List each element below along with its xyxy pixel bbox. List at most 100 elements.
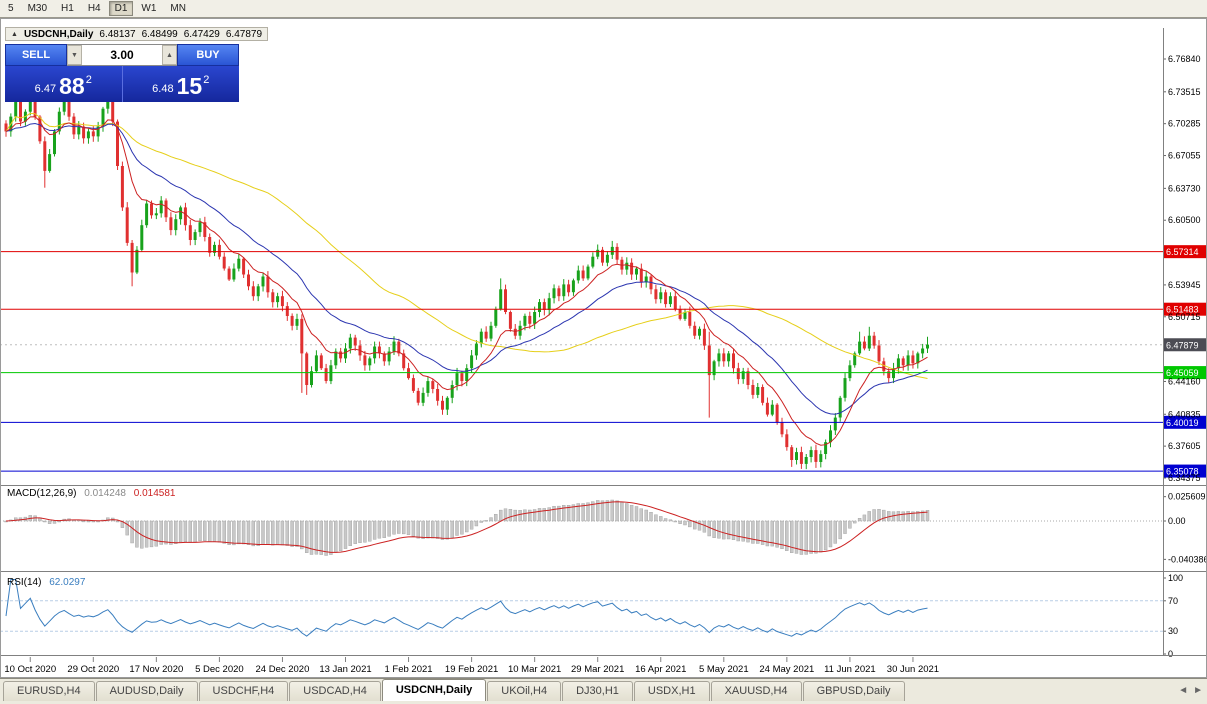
- rsi-indicator-label: RSI(14) 62.0297: [7, 577, 90, 588]
- chart-canvas[interactable]: 6.57314 6.51483 6.45059 6.40019 6.35078 6.768…: [0, 18, 1207, 678]
- svg-text:5 Dec 2020: 5 Dec 2020: [195, 664, 244, 675]
- timeframe-button-W1[interactable]: W1: [135, 1, 162, 16]
- current-price-label: 6.47879: [1164, 338, 1207, 352]
- svg-text:17 Nov 2020: 17 Nov 2020: [129, 664, 183, 675]
- svg-text:5 May 2021: 5 May 2021: [699, 664, 749, 675]
- svg-text:-0.040386: -0.040386: [1168, 554, 1207, 564]
- svg-text:6.44160: 6.44160: [1168, 376, 1201, 386]
- sell-price-display[interactable]: 6.47 88 2: [5, 66, 123, 102]
- macd-main-value: 0.014248: [84, 488, 126, 499]
- sell-button[interactable]: SELL: [5, 44, 67, 66]
- horizontal-line-6.57314[interactable]: 6.57314: [0, 245, 1207, 259]
- svg-text:6.57314: 6.57314: [1166, 247, 1199, 257]
- tabs-scroll-right-button[interactable]: ►: [1193, 685, 1203, 696]
- svg-text:24 Dec 2020: 24 Dec 2020: [256, 664, 310, 675]
- ohlc-high-value: 6.48499: [141, 28, 178, 40]
- buy-price-base: 6.48: [152, 83, 174, 95]
- svg-text:10 Mar 2021: 10 Mar 2021: [508, 664, 561, 675]
- lot-size-input[interactable]: [82, 45, 162, 65]
- svg-text:6.63730: 6.63730: [1168, 183, 1201, 193]
- trade-controls-row: SELL ▼ ▲ BUY: [5, 44, 239, 66]
- buy-price-pips: 15: [176, 73, 203, 99]
- timeframe-toolbar: 5 M30 H1 H4 D1 W1 MN: [0, 0, 1207, 18]
- buy-price-display[interactable]: 6.48 15 2: [123, 66, 240, 102]
- chart-symbol-label: USDCNH,Daily: [23, 28, 94, 40]
- svg-text:11 Jun 2021: 11 Jun 2021: [824, 664, 876, 675]
- sell-price-base: 6.47: [34, 83, 57, 95]
- chart-tab-USDX-H1[interactable]: USDX,H1: [633, 681, 710, 701]
- chart-tab-USDCHF-H4[interactable]: USDCHF,H4: [198, 681, 289, 701]
- rsi-name: RSI(14): [7, 577, 42, 588]
- lot-increase-button[interactable]: ▲: [162, 45, 177, 65]
- svg-text:16 Apr 2021: 16 Apr 2021: [635, 664, 686, 675]
- svg-text:10 Oct 2020: 10 Oct 2020: [4, 664, 56, 675]
- lot-size-control: ▼ ▲: [67, 44, 177, 66]
- buy-price-superscript: 2: [203, 74, 210, 86]
- chart-tab-DJ30-H1[interactable]: DJ30,H1: [562, 681, 633, 701]
- horizontal-line-6.40019[interactable]: 6.40019: [0, 415, 1207, 429]
- chart-tab-UKOil-H4[interactable]: UKOil,H4: [487, 681, 562, 701]
- macd-name: MACD(12,26,9): [7, 488, 77, 499]
- horizontal-line-6.51483[interactable]: 6.51483: [0, 302, 1207, 316]
- chart-tab-XAUUSD-H4[interactable]: XAUUSD,H4: [710, 681, 802, 701]
- ohlc-open-value: 6.48137: [99, 28, 136, 40]
- svg-text:6.37605: 6.37605: [1168, 441, 1201, 451]
- time-axis: 10 Oct 2020 29 Oct 2020 17 Nov 2020 5 Dec 2…: [4, 657, 939, 675]
- timeframe-button-H1[interactable]: H1: [55, 1, 80, 16]
- svg-text:24 May 2021: 24 May 2021: [759, 664, 814, 675]
- svg-text:29 Mar 2021: 29 Mar 2021: [571, 664, 624, 675]
- svg-text:6.40835: 6.40835: [1168, 409, 1201, 419]
- svg-text:6.67055: 6.67055: [1168, 151, 1201, 161]
- chart-title-bar: ▲ USDCNH,Daily 6.48137 6.48499 6.47429 6…: [5, 27, 269, 41]
- chart-tab-USDCNH-Daily[interactable]: USDCNH,Daily: [381, 679, 487, 701]
- timeframe-button-D1[interactable]: D1: [108, 1, 134, 16]
- svg-text:6.47879: 6.47879: [1166, 340, 1199, 350]
- tabs-scroll-left-button[interactable]: ◄: [1178, 685, 1189, 696]
- chart-tab-USDCAD-H4[interactable]: USDCAD,H4: [289, 681, 381, 701]
- timeframe-button-H4[interactable]: H4: [82, 1, 107, 16]
- svg-text:0.00: 0.00: [1168, 516, 1186, 526]
- horizontal-line-6.45059[interactable]: 6.45059: [0, 366, 1207, 380]
- macd-indicator-label: MACD(12,26,9) 0.014248 0.014581: [7, 488, 180, 499]
- svg-text:6.45059: 6.45059: [1166, 368, 1199, 378]
- timeframe-button-MN[interactable]: MN: [164, 1, 192, 16]
- macd-signal-value: 0.014581: [133, 488, 176, 499]
- svg-text:30 Jun 2021: 30 Jun 2021: [887, 664, 939, 675]
- trade-prices-row: 6.47 88 2 6.48 15 2: [5, 66, 239, 102]
- sell-price-superscript: 2: [85, 74, 92, 86]
- chart-collapse-icon[interactable]: ▲: [11, 30, 18, 38]
- svg-text:30: 30: [1168, 626, 1178, 636]
- svg-text:6.73515: 6.73515: [1168, 87, 1201, 97]
- ohlc-close-value: 6.47879: [225, 28, 263, 40]
- candles-layer: [4, 89, 929, 470]
- svg-text:6.53945: 6.53945: [1168, 280, 1201, 290]
- chart-tabs: EURUSD,H4 AUDUSD,Daily USDCHF,H4 USDCAD,H4 U…: [0, 679, 1207, 701]
- tab-scroll-arrows: ◄ ►: [1178, 685, 1203, 696]
- svg-text:13 Jan 2021: 13 Jan 2021: [319, 664, 371, 675]
- svg-text:6.35078: 6.35078: [1166, 467, 1199, 477]
- chart-tab-EURUSD-H4[interactable]: EURUSD,H4: [3, 681, 95, 701]
- rsi-value: 62.0297: [49, 577, 86, 588]
- macd-pane: 0.025609 0.00 -0.040386: [0, 492, 1207, 564]
- timeframe-button-M30[interactable]: M30: [22, 1, 53, 16]
- svg-text:6.51483: 6.51483: [1166, 305, 1199, 315]
- sell-price-pips: 88: [59, 73, 85, 99]
- chart-tab-GBPUSD-Daily[interactable]: GBPUSD,Daily: [802, 681, 905, 701]
- lot-decrease-button[interactable]: ▼: [67, 45, 82, 65]
- buy-button[interactable]: BUY: [177, 44, 239, 66]
- svg-text:6.76840: 6.76840: [1168, 54, 1201, 64]
- svg-text:100: 100: [1168, 573, 1183, 583]
- svg-text:6.34375: 6.34375: [1168, 473, 1201, 483]
- svg-text:0.025609: 0.025609: [1168, 492, 1206, 502]
- one-click-trading-panel: SELL ▼ ▲ BUY 6.47 88 2 6.48 15 2: [5, 44, 239, 102]
- timeframe-button-5[interactable]: 5: [2, 1, 20, 16]
- chart-tab-AUDUSD-Daily[interactable]: AUDUSD,Daily: [95, 681, 198, 701]
- chart-tab-bar: EURUSD,H4 AUDUSD,Daily USDCHF,H4 USDCAD,H4 U…: [0, 678, 1207, 704]
- svg-text:6.40019: 6.40019: [1166, 418, 1199, 428]
- svg-text:0: 0: [1168, 649, 1173, 659]
- horizontal-line-6.35078[interactable]: 6.35078: [0, 464, 1207, 478]
- svg-text:6.70285: 6.70285: [1168, 119, 1201, 129]
- svg-text:6.60500: 6.60500: [1168, 215, 1201, 225]
- svg-text:70: 70: [1168, 596, 1178, 606]
- svg-text:29 Oct 2020: 29 Oct 2020: [67, 664, 119, 675]
